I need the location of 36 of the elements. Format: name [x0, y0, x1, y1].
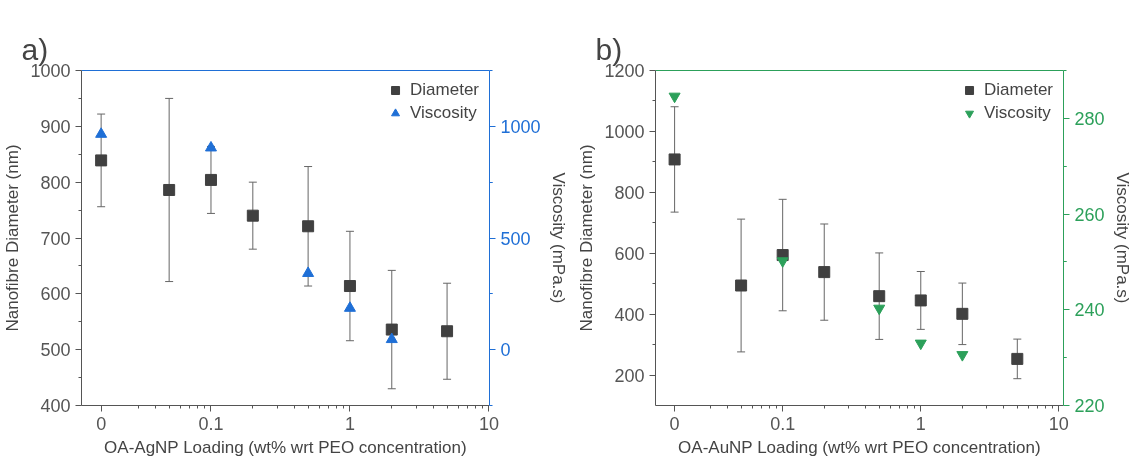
y-tick-label: 700: [40, 228, 71, 249]
y2-tick-label: 280: [1074, 108, 1105, 129]
y2-axis-title: Viscosity (mPa.s): [548, 172, 568, 304]
x-axis-title: OA-AgNP Loading (wt% wrt PEO concentration): [104, 437, 467, 457]
y2-tick-label: 220: [1074, 396, 1105, 416]
x-tick-label: 1: [344, 413, 355, 434]
y-tick-label: 1000: [604, 121, 645, 142]
y-tick-label: 800: [614, 182, 645, 203]
y-tick-label: 400: [40, 396, 71, 416]
y-tick-label: 200: [614, 365, 645, 386]
y-tick-label: 400: [614, 304, 645, 325]
y2-tick-label: 0: [500, 340, 511, 361]
x-tick-label: 0.1: [770, 413, 796, 434]
x-tick-label: 0: [669, 413, 680, 434]
y2-tick-label: 260: [1074, 204, 1105, 225]
legend-label: Viscosity: [984, 103, 1051, 123]
y-tick-label: 600: [40, 284, 71, 305]
y2-tick-label: 240: [1074, 300, 1105, 321]
y2-tick-label: 1000: [500, 116, 541, 137]
y-axis-title: Nanofibre Diameter (nm): [577, 144, 597, 332]
y-axis-title: Nanofibre Diameter (nm): [3, 144, 23, 332]
y-tick-label: 800: [40, 172, 71, 193]
y2-tick-label: 500: [500, 228, 531, 249]
legend-label: Diameter: [410, 80, 479, 100]
y-tick-label: 500: [40, 340, 71, 361]
x-tick-label: 10: [478, 413, 499, 434]
legend-label: Viscosity: [410, 103, 477, 123]
x-axis-title: OA-AuNP Loading (wt% wrt PEO concentration): [678, 437, 1041, 457]
y-tick-label: 900: [40, 116, 71, 137]
x-tick-label: 0.1: [198, 413, 224, 434]
y-tick-label: 600: [614, 243, 645, 264]
x-tick-label: 1: [915, 413, 926, 434]
x-tick-label: 0: [96, 413, 107, 434]
legend-label: Diameter: [984, 80, 1053, 100]
x-tick-label: 10: [1048, 413, 1069, 434]
y2-axis-title: Viscosity (mPa.s): [1112, 172, 1132, 304]
